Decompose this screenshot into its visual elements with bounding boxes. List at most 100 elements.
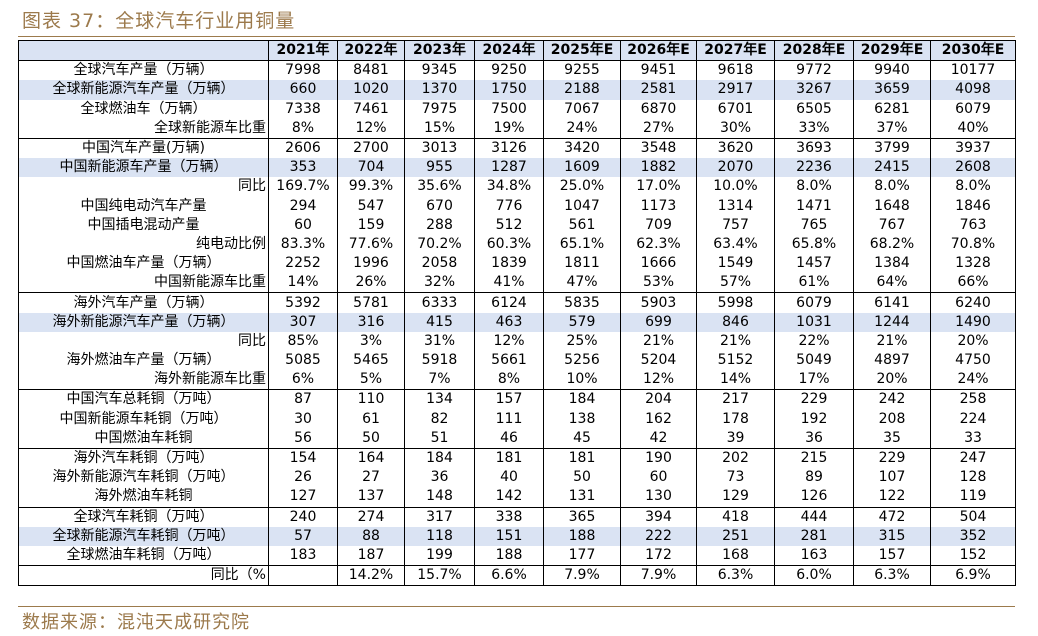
cell: 46 (474, 428, 544, 449)
table-row: 中国新能源车比重 14% 26% 32% 41% 47% 53% 57% 61% 64% 66% (18, 273, 1016, 294)
cell: 2058 (404, 254, 475, 274)
cell: 134 (404, 389, 475, 410)
cell: 258 (930, 389, 1016, 410)
cell: 3799 (853, 138, 931, 159)
cell: 215 (774, 448, 854, 469)
cell: 1666 (620, 254, 697, 274)
cell: 288 (404, 215, 475, 235)
cell: 5918 (404, 351, 475, 371)
row-label: 全球汽车产量（万辆） (18, 60, 269, 81)
cell: 40% (930, 118, 1016, 139)
row-label: 中国燃油车产量（万辆） (18, 254, 269, 274)
cell: 41% (474, 273, 544, 294)
cell: 1244 (853, 312, 931, 332)
cell: 88 (337, 526, 405, 546)
cell: 110 (337, 389, 405, 410)
cell: 188 (474, 545, 544, 567)
cell: 6.6% (474, 565, 544, 587)
cell: 56 (268, 428, 338, 449)
cell: 2606 (268, 138, 338, 159)
cell: 192 (774, 409, 854, 429)
cell: 3937 (930, 138, 1016, 159)
cell: 6079 (774, 292, 854, 313)
cell: 61% (774, 273, 854, 294)
cell: 7.9% (620, 565, 697, 587)
header-cell: 2022年 (337, 39, 405, 62)
table-row: 中国燃油车耗铜 56 50 51 46 45 42 39 36 35 33 (18, 428, 1016, 449)
row-label: 全球新能源汽车产量（万辆） (18, 80, 269, 100)
cell: 7% (404, 370, 475, 391)
cell: 128 (930, 468, 1016, 488)
row-label: 中国汽车产量(万辆) (18, 138, 269, 159)
table-row: 中国纯电动汽车产量 294 547 670 776 1047 1173 1314 1471 164… (18, 196, 1016, 216)
cell: 561 (543, 215, 621, 235)
cell: 229 (853, 448, 931, 469)
cell: 70.8% (930, 234, 1016, 255)
cell: 65.1% (543, 234, 621, 255)
cell: 10177 (930, 60, 1016, 81)
header-cell: 2023年 (404, 39, 475, 62)
cell: 204 (620, 389, 697, 410)
cell: 763 (930, 215, 1016, 235)
cell: 181 (474, 448, 544, 469)
cell: 1846 (930, 196, 1016, 216)
cell: 1882 (620, 158, 697, 178)
cell: 6.9% (930, 565, 1016, 587)
row-label: 同比（% (18, 565, 269, 587)
cell: 20% (853, 370, 931, 391)
table-row: 中国插电混动产量 60 159 288 512 561 709 757 765 767 763 (18, 215, 1016, 235)
cell: 1609 (543, 158, 621, 178)
cell: 6333 (404, 292, 475, 313)
table-row: 全球新能源汽车产量（万辆） 660 1020 1370 1750 2188 2581 2917… (18, 80, 1016, 100)
cell: 1549 (696, 254, 775, 274)
cell: 157 (474, 389, 544, 410)
cell: 3693 (774, 138, 854, 159)
row-label: 中国新能源车比重 (18, 273, 269, 294)
cell: 208 (853, 409, 931, 429)
header-cell: 2028年E (774, 39, 854, 62)
table-row: 同比 85% 3% 31% 12% 25% 21% 21% 22% 21% 20% (18, 331, 1016, 351)
cell: 9255 (543, 60, 621, 81)
cell: 8481 (337, 60, 405, 81)
cell: 5204 (620, 351, 697, 371)
cell: 187 (337, 545, 405, 567)
cell: 8.0% (774, 177, 854, 197)
cell: 25% (543, 331, 621, 351)
cell: 709 (620, 215, 697, 235)
cell: 7067 (543, 99, 621, 119)
cell: 15% (404, 118, 475, 139)
cell: 119 (930, 487, 1016, 508)
cell: 6079 (930, 99, 1016, 119)
cell: 35 (853, 428, 931, 449)
row-label: 海外燃油车耗铜 (18, 487, 269, 508)
row-label: 同比 (18, 331, 269, 351)
cell: 19% (474, 118, 544, 139)
cell: 229 (774, 389, 854, 410)
cell: 1471 (774, 196, 854, 216)
cell: 32% (404, 273, 475, 294)
cell: 3420 (543, 138, 621, 159)
cell: 178 (696, 409, 775, 429)
cell: 444 (774, 507, 854, 527)
cell: 162 (620, 409, 697, 429)
cell: 8.0% (853, 177, 931, 197)
cell: 7998 (268, 60, 338, 81)
cell: 14.2% (337, 565, 405, 587)
cell: 53% (620, 273, 697, 294)
cell: 5049 (774, 351, 854, 371)
cell: 6% (268, 370, 338, 391)
cell: 3620 (696, 138, 775, 159)
cell: 222 (620, 526, 697, 546)
table-row: 海外燃油车产量（万辆） 5085 5465 5918 5661 5256 5204 5152 5… (18, 351, 1016, 371)
cell: 2252 (268, 254, 338, 274)
cell: 757 (696, 215, 775, 235)
cell: 2188 (543, 80, 621, 100)
table-row: 同比（% 14.2% 15.7% 6.6% 7.9% 7.9% 6.3% 6.0% 6.3% 6.… (18, 565, 1016, 587)
cell: 70.2% (404, 234, 475, 255)
cell: 6.0% (774, 565, 854, 587)
cell: 51 (404, 428, 475, 449)
cell: 317 (404, 507, 475, 527)
cell: 8% (474, 370, 544, 391)
title: 图表 37：全球汽车行业用铜量 (22, 10, 296, 32)
cell: 8% (268, 118, 338, 139)
